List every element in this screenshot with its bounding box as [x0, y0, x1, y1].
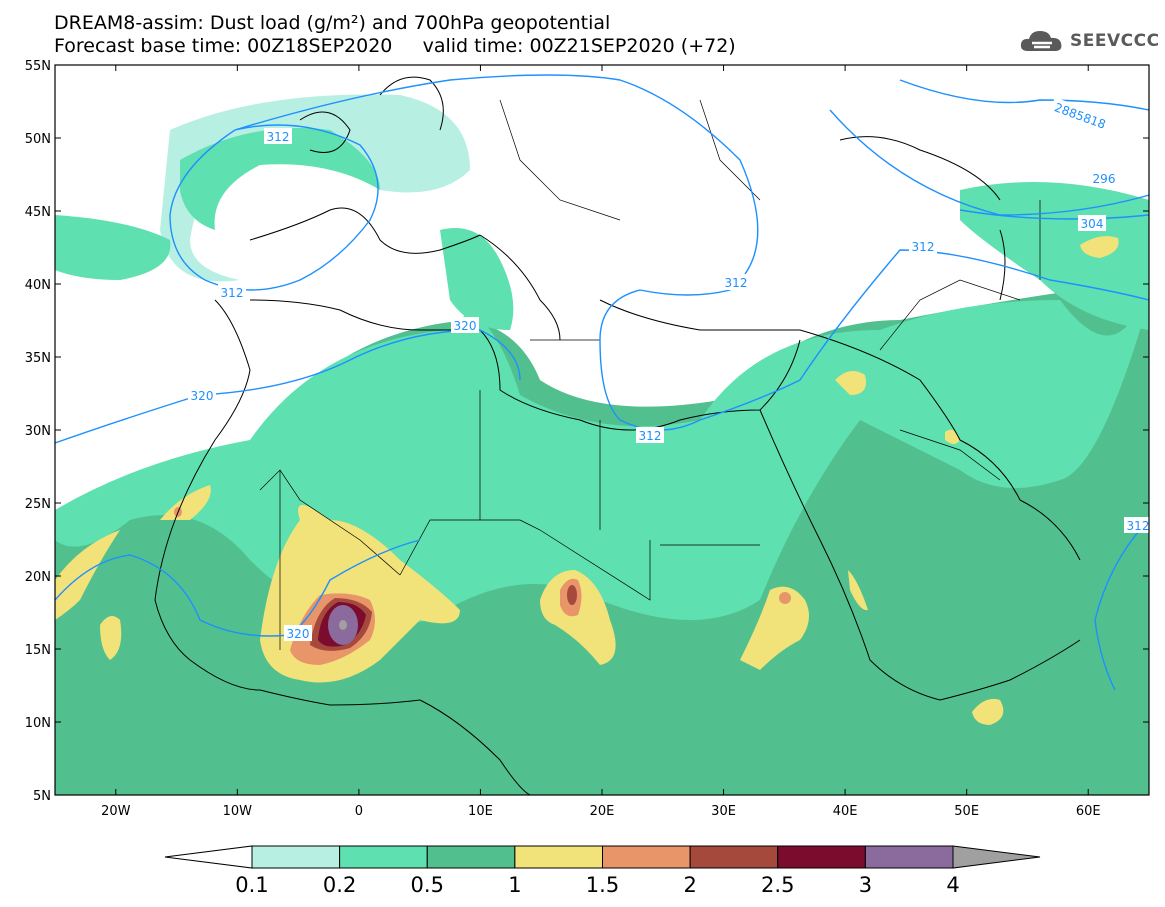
coastlines — [154, 76, 1081, 795]
contour-label: 320 — [454, 319, 477, 333]
geopotential-contours — [55, 74, 1149, 691]
colorbar-tick-label: 1.5 — [586, 873, 619, 897]
dust-patch-somalia — [972, 698, 1004, 725]
dust-region-atlantic-core — [180, 128, 380, 230]
map-title: DREAM8-assim: Dust load (g/m²) and 700hP… — [54, 12, 611, 34]
dust-core-chad-inner — [567, 585, 577, 605]
lon-tick-label: 20W — [101, 804, 131, 819]
dust-patch-atlantic — [55, 530, 120, 620]
contour-labels: 312 312 320 320 320 312 312 312 296 304 … — [188, 97, 1150, 641]
dust-patch-chad — [540, 570, 616, 665]
contour-label: 312 — [725, 276, 748, 290]
colorbar-swatch — [864, 845, 954, 869]
colorbar-swatch — [339, 845, 428, 869]
lat-tick-label: 50N — [25, 132, 51, 147]
lat-tick-label: 30N — [25, 424, 51, 439]
cloud-icon — [1020, 31, 1062, 51]
forecast-time-line: Forecast base time: 00Z18SEP2020 valid t… — [54, 35, 736, 57]
dust-patch-redsea — [848, 570, 868, 611]
dust-patch-caspian — [1080, 236, 1119, 258]
colorbar-low-arrow — [164, 845, 253, 869]
lon-tick-label: 50E — [954, 804, 979, 819]
lat-tick-label: 45N — [25, 205, 51, 220]
lat-tick-label: 35N — [25, 351, 51, 366]
lat-tick-label: 55N — [25, 59, 51, 74]
colorbar-swatch — [514, 845, 603, 869]
longitude-labels: 20W 10W 0 10E 20E 30E 40E 50E 60E — [101, 804, 1101, 819]
dust-patch-iraq — [835, 371, 866, 395]
lon-tick-label: 60E — [1076, 804, 1101, 819]
lat-tick-label: 40N — [25, 278, 51, 293]
colorbar-swatch — [602, 845, 691, 869]
contour-label: 312 — [912, 240, 935, 254]
contour-label: 312 — [1127, 519, 1150, 533]
colorbar-high-arrow — [952, 845, 1041, 869]
colorbar-tick-label: 0.1 — [235, 873, 268, 897]
lon-tick-label: 40E — [833, 804, 858, 819]
colorbar-tick-label: 2.5 — [761, 873, 794, 897]
contour-label: 312 — [639, 429, 662, 443]
dust-region-west — [55, 215, 171, 280]
colorbar-swatch — [689, 845, 779, 869]
colorbar-tick-label: 0.2 — [323, 873, 356, 897]
colorbar-tick-label: 0.5 — [411, 873, 444, 897]
contour-label: 320 — [191, 389, 214, 403]
contour-label: 320 — [287, 627, 310, 641]
contour-label: 296 — [1093, 172, 1116, 186]
lon-tick-label: 30E — [711, 804, 736, 819]
colorbar-tick-label: 4 — [946, 873, 959, 897]
seevccc-logo: SEEVCCC — [1018, 26, 1160, 56]
dust-patch-sudan — [740, 586, 809, 670]
logo-text: SEEVCCC — [1070, 31, 1160, 51]
dust-region-italy — [440, 228, 514, 330]
contour-label: 312 — [267, 130, 290, 144]
contour-label: 304 — [1081, 217, 1104, 231]
lon-tick-label: 10E — [468, 804, 493, 819]
lon-tick-label: 0 — [355, 804, 363, 819]
borders — [259, 99, 1041, 650]
colorbar-tick-label: 3 — [859, 873, 872, 897]
lat-tick-label: 10N — [25, 716, 51, 731]
contour-label: 312 — [221, 286, 244, 300]
axis-ticks — [55, 64, 1149, 796]
colorbar-swatch — [426, 845, 516, 869]
lat-tick-label: 20N — [25, 570, 51, 585]
dust-patch-mauritania — [160, 485, 211, 520]
lat-tick-label: 15N — [25, 643, 51, 658]
lat-tick-label: 5N — [33, 789, 51, 804]
dust-patch-mali — [100, 616, 122, 660]
dust-core-sudan — [779, 592, 791, 604]
lat-tick-label: 25N — [25, 497, 51, 512]
lon-tick-label: 20E — [590, 804, 615, 819]
colorbar-swatch — [777, 845, 866, 869]
dust-core-4 — [339, 620, 347, 630]
colorbar: 0.1 0.2 0.5 1 1.5 2 2.5 3 4 — [164, 845, 1041, 897]
lon-tick-label: 10W — [223, 804, 253, 819]
colorbar-tick-label: 1 — [508, 873, 521, 897]
colorbar-tick-label: 2 — [683, 873, 696, 897]
colorbar-swatch — [251, 845, 341, 869]
latitude-labels: 55N 50N 45N 40N 35N 30N 25N 20N 15N 10N 5N — [25, 59, 51, 804]
dust-field: 312 312 320 320 320 312 312 312 296 304 … — [55, 65, 1150, 795]
